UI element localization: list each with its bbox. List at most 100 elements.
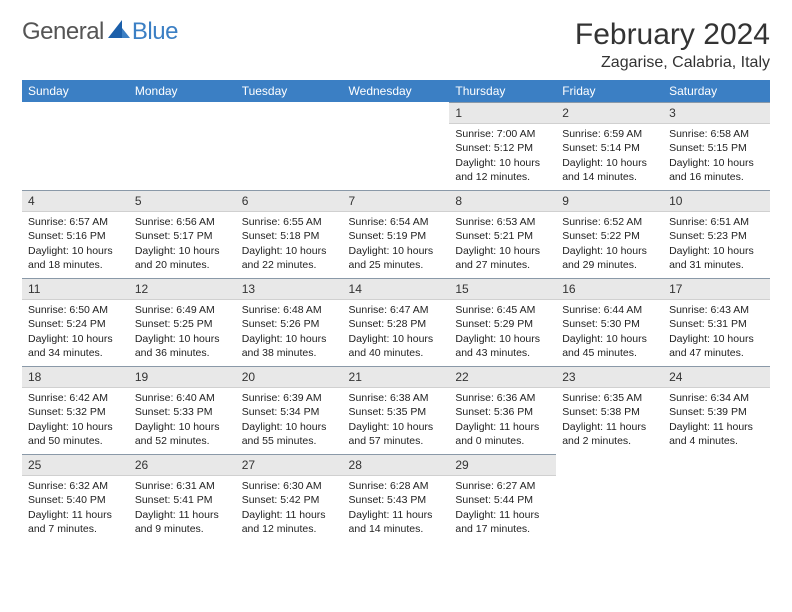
day-daylight: Daylight: 11 hours and 7 minutes. [28,508,123,536]
day-info: Sunrise: 6:59 AMSunset: 5:14 PMDaylight:… [556,124,663,190]
day-daylight: Daylight: 11 hours and 17 minutes. [455,508,550,536]
calendar-week-row: 18Sunrise: 6:42 AMSunset: 5:32 PMDayligh… [22,366,770,454]
page-header: General Blue February 2024 Zagarise, Cal… [22,18,770,72]
day-sunset: Sunset: 5:39 PM [669,405,764,419]
day-sunset: Sunset: 5:30 PM [562,317,657,331]
day-sunrise: Sunrise: 6:53 AM [455,215,550,229]
day-sunrise: Sunrise: 7:00 AM [455,127,550,141]
day-number: 15 [449,279,556,299]
calendar-week-row: 11Sunrise: 6:50 AMSunset: 5:24 PMDayligh… [22,278,770,366]
calendar-day-cell: 27Sunrise: 6:30 AMSunset: 5:42 PMDayligh… [236,454,343,542]
day-daylight: Daylight: 10 hours and 57 minutes. [349,420,444,448]
calendar-day-cell: 28Sunrise: 6:28 AMSunset: 5:43 PMDayligh… [343,454,450,542]
day-number: 9 [556,191,663,211]
calendar-day-cell: 25Sunrise: 6:32 AMSunset: 5:40 PMDayligh… [22,454,129,542]
day-number: 20 [236,367,343,387]
title-block: February 2024 Zagarise, Calabria, Italy [575,18,770,72]
calendar-day-cell [556,454,663,542]
day-sunrise: Sunrise: 6:44 AM [562,303,657,317]
brand-triangle-icon [108,20,130,38]
day-daylight: Daylight: 10 hours and 55 minutes. [242,420,337,448]
brand-text-2: Blue [132,18,178,46]
day-sunrise: Sunrise: 6:58 AM [669,127,764,141]
calendar-day-cell: 20Sunrise: 6:39 AMSunset: 5:34 PMDayligh… [236,366,343,454]
day-info: Sunrise: 6:57 AMSunset: 5:16 PMDaylight:… [22,212,129,278]
day-number: 28 [343,455,450,475]
day-info: Sunrise: 6:47 AMSunset: 5:28 PMDaylight:… [343,300,450,366]
day-daylight: Daylight: 11 hours and 0 minutes. [455,420,550,448]
day-daylight: Daylight: 10 hours and 22 minutes. [242,244,337,272]
day-info: Sunrise: 6:54 AMSunset: 5:19 PMDaylight:… [343,212,450,278]
day-number: 3 [663,103,770,123]
calendar-week-row: 25Sunrise: 6:32 AMSunset: 5:40 PMDayligh… [22,454,770,542]
day-daylight: Daylight: 10 hours and 45 minutes. [562,332,657,360]
day-info: Sunrise: 6:38 AMSunset: 5:35 PMDaylight:… [343,388,450,454]
day-info: Sunrise: 6:53 AMSunset: 5:21 PMDaylight:… [449,212,556,278]
day-sunrise: Sunrise: 6:47 AM [349,303,444,317]
day-info: Sunrise: 6:50 AMSunset: 5:24 PMDaylight:… [22,300,129,366]
day-daylight: Daylight: 10 hours and 43 minutes. [455,332,550,360]
day-number: 23 [556,367,663,387]
day-info: Sunrise: 6:52 AMSunset: 5:22 PMDaylight:… [556,212,663,278]
day-number: 25 [22,455,129,475]
day-sunset: Sunset: 5:25 PM [135,317,230,331]
day-sunset: Sunset: 5:26 PM [242,317,337,331]
day-daylight: Daylight: 10 hours and 14 minutes. [562,156,657,184]
day-number: 12 [129,279,236,299]
weekday-header: Thursday [449,80,556,102]
calendar-day-cell: 14Sunrise: 6:47 AMSunset: 5:28 PMDayligh… [343,278,450,366]
calendar-day-cell: 4Sunrise: 6:57 AMSunset: 5:16 PMDaylight… [22,190,129,278]
weekday-header: Wednesday [343,80,450,102]
day-daylight: Daylight: 10 hours and 38 minutes. [242,332,337,360]
day-sunrise: Sunrise: 6:38 AM [349,391,444,405]
day-daylight: Daylight: 11 hours and 12 minutes. [242,508,337,536]
day-sunrise: Sunrise: 6:45 AM [455,303,550,317]
day-sunrise: Sunrise: 6:59 AM [562,127,657,141]
day-number: 8 [449,191,556,211]
day-daylight: Daylight: 10 hours and 18 minutes. [28,244,123,272]
day-daylight: Daylight: 10 hours and 12 minutes. [455,156,550,184]
day-info: Sunrise: 6:40 AMSunset: 5:33 PMDaylight:… [129,388,236,454]
day-info: Sunrise: 6:56 AMSunset: 5:17 PMDaylight:… [129,212,236,278]
calendar-day-cell: 6Sunrise: 6:55 AMSunset: 5:18 PMDaylight… [236,190,343,278]
calendar-day-cell: 16Sunrise: 6:44 AMSunset: 5:30 PMDayligh… [556,278,663,366]
brand-logo: General Blue [22,18,178,46]
day-info: Sunrise: 6:48 AMSunset: 5:26 PMDaylight:… [236,300,343,366]
day-info: Sunrise: 6:45 AMSunset: 5:29 PMDaylight:… [449,300,556,366]
weekday-header-row: Sunday Monday Tuesday Wednesday Thursday… [22,80,770,102]
day-info: Sunrise: 7:00 AMSunset: 5:12 PMDaylight:… [449,124,556,190]
day-sunset: Sunset: 5:19 PM [349,229,444,243]
day-daylight: Daylight: 10 hours and 34 minutes. [28,332,123,360]
day-sunrise: Sunrise: 6:48 AM [242,303,337,317]
day-sunrise: Sunrise: 6:43 AM [669,303,764,317]
day-sunset: Sunset: 5:24 PM [28,317,123,331]
calendar-day-cell: 23Sunrise: 6:35 AMSunset: 5:38 PMDayligh… [556,366,663,454]
day-number: 19 [129,367,236,387]
calendar-day-cell: 22Sunrise: 6:36 AMSunset: 5:36 PMDayligh… [449,366,556,454]
day-daylight: Daylight: 10 hours and 31 minutes. [669,244,764,272]
day-sunrise: Sunrise: 6:40 AM [135,391,230,405]
day-info: Sunrise: 6:34 AMSunset: 5:39 PMDaylight:… [663,388,770,454]
day-number: 7 [343,191,450,211]
day-daylight: Daylight: 10 hours and 52 minutes. [135,420,230,448]
day-number: 22 [449,367,556,387]
day-number: 5 [129,191,236,211]
calendar-day-cell: 5Sunrise: 6:56 AMSunset: 5:17 PMDaylight… [129,190,236,278]
brand-text-1: General [22,18,104,46]
day-info: Sunrise: 6:27 AMSunset: 5:44 PMDaylight:… [449,476,556,542]
day-sunrise: Sunrise: 6:36 AM [455,391,550,405]
day-sunset: Sunset: 5:44 PM [455,493,550,507]
day-info: Sunrise: 6:51 AMSunset: 5:23 PMDaylight:… [663,212,770,278]
day-sunset: Sunset: 5:28 PM [349,317,444,331]
calendar-day-cell: 9Sunrise: 6:52 AMSunset: 5:22 PMDaylight… [556,190,663,278]
day-sunrise: Sunrise: 6:42 AM [28,391,123,405]
day-info: Sunrise: 6:39 AMSunset: 5:34 PMDaylight:… [236,388,343,454]
day-sunset: Sunset: 5:18 PM [242,229,337,243]
day-sunrise: Sunrise: 6:28 AM [349,479,444,493]
day-info: Sunrise: 6:43 AMSunset: 5:31 PMDaylight:… [663,300,770,366]
day-sunrise: Sunrise: 6:56 AM [135,215,230,229]
day-sunset: Sunset: 5:31 PM [669,317,764,331]
calendar-day-cell [663,454,770,542]
calendar-day-cell: 12Sunrise: 6:49 AMSunset: 5:25 PMDayligh… [129,278,236,366]
calendar-week-row: 1Sunrise: 7:00 AMSunset: 5:12 PMDaylight… [22,102,770,190]
